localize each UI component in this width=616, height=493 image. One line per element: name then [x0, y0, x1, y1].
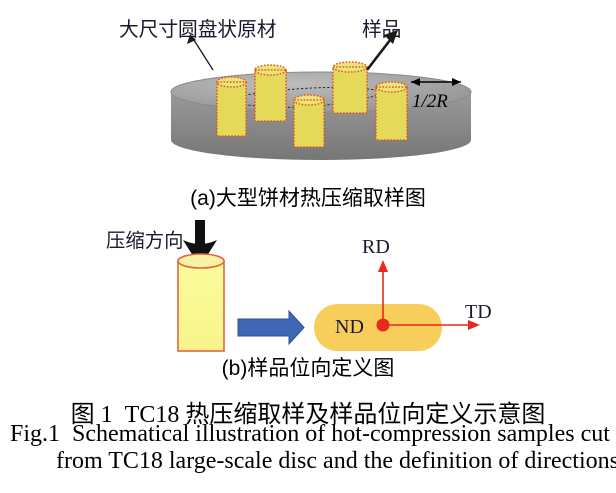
svg-text:TD: TD — [465, 301, 492, 323]
svg-text:RD: RD — [362, 236, 390, 258]
svg-text:ND: ND — [335, 316, 364, 338]
